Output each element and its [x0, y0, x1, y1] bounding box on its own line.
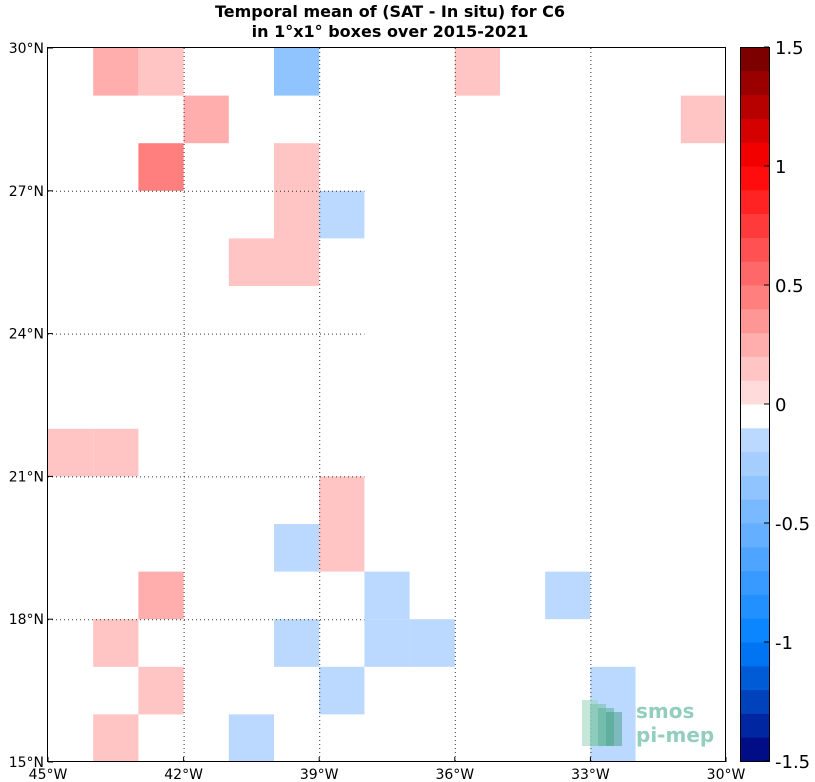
- heatmap-cell: [138, 666, 184, 715]
- heatmap-cell: [274, 524, 320, 572]
- colorbar-ticks: 1.5 1 0.5 0 -0.5 -1 -1.5: [764, 38, 810, 773]
- colorbar-tick-label: 1.5: [775, 38, 804, 59]
- y-tick-label: 24°N: [9, 327, 44, 343]
- colorbar-segment: [740, 451, 769, 476]
- colorbar: [740, 47, 770, 762]
- colorbar-segment: [740, 213, 769, 238]
- y-tick-label: 30°N: [9, 41, 44, 57]
- heatmap-cell: [138, 48, 184, 96]
- heatmap-cell: [228, 714, 274, 762]
- smos-pimep-logo: smos pi-mep: [582, 699, 714, 747]
- heatmap-cell: [545, 571, 591, 620]
- heatmap-cell: [319, 666, 365, 715]
- colorbar-segment: [740, 142, 769, 167]
- heatmap-cell: [228, 238, 274, 286]
- colorbar-segment: [740, 285, 769, 310]
- heatmap-cell: [274, 238, 320, 286]
- heatmap-cell: [138, 143, 184, 191]
- colorbar-segment: [740, 570, 769, 595]
- colorbar-tick-label: 0.5: [775, 276, 804, 297]
- heatmap-cell: [274, 48, 320, 96]
- colorbar-segment: [740, 404, 769, 429]
- colorbar-segment: [740, 189, 769, 215]
- y-tick-label: 21°N: [9, 469, 44, 485]
- colorbar-tick-label: -1.5: [775, 752, 810, 773]
- colorbar-tick-label: 1: [775, 157, 786, 178]
- heatmap-cell: [454, 48, 500, 96]
- grid-lines: [48, 48, 592, 762]
- colorbar-segment: [740, 642, 769, 667]
- y-axis-ticks: 30°N 27°N 24°N 21°N 18°N 15°N: [9, 41, 53, 771]
- x-tick-label: 45°W: [29, 767, 68, 782]
- logo-text-smos: smos: [636, 699, 694, 723]
- logo-text-pimep: pi-mep: [636, 723, 714, 747]
- colorbar-segment: [740, 546, 769, 572]
- y-tick-label: 18°N: [9, 612, 44, 628]
- heatmap-cell: [680, 95, 726, 144]
- colorbar-segment: [740, 737, 769, 762]
- x-tick-label: 33°W: [571, 767, 610, 782]
- x-tick-label: 36°W: [435, 767, 474, 782]
- colorbar-segment: [740, 94, 769, 119]
- heatmap-cell: [364, 571, 410, 620]
- x-axis-ticks: 45°W 42°W 39°W 36°W 33°W 30°W: [29, 757, 746, 782]
- colorbar-segment: [740, 499, 769, 524]
- x-tick-label: 39°W: [300, 767, 339, 782]
- plot-frame: [47, 47, 726, 762]
- heatmap-cell: [274, 619, 320, 667]
- heatmap-cell: [138, 571, 184, 620]
- heatmap-cell: [93, 619, 139, 667]
- colorbar-segment: [740, 47, 769, 72]
- colorbar-segment: [740, 118, 769, 143]
- heatmap-cell: [183, 95, 229, 144]
- heatmap-cell: [409, 619, 455, 667]
- heatmap-cell: [274, 190, 320, 239]
- colorbar-segment: [740, 308, 769, 334]
- colorbar-tick-label: 0: [775, 395, 786, 416]
- colorbar-tick-label: -1: [775, 633, 793, 654]
- y-tick-label: 27°N: [9, 184, 44, 200]
- colorbar-segment: [740, 594, 769, 619]
- colorbar-segment: [740, 332, 769, 357]
- colorbar-segment: [740, 166, 769, 191]
- colorbar-segment: [740, 689, 769, 714]
- heatmap-cell: [93, 48, 139, 96]
- colorbar-segment: [740, 261, 769, 286]
- colorbar-segment: [740, 356, 769, 381]
- colorbar-segment: [740, 70, 769, 96]
- chart-title-line2: in 1°x1° boxes over 2015-2021: [252, 22, 529, 41]
- heatmap-cell: [319, 190, 365, 239]
- colorbar-tick-label: -0.5: [775, 514, 810, 535]
- colorbar-segment: [740, 427, 769, 453]
- colorbar-segment: [740, 713, 769, 738]
- heatmap-cell: [48, 428, 94, 477]
- x-tick-label: 42°W: [164, 767, 203, 782]
- colorbar-segment: [740, 237, 769, 262]
- colorbar-segment: [740, 380, 769, 405]
- colorbar-segment: [740, 618, 769, 643]
- colorbar-segment: [740, 475, 769, 500]
- heatmap-cell: [319, 476, 365, 524]
- heatmap-cell: [319, 524, 365, 572]
- heatmap-cell: [274, 143, 320, 191]
- chart-title-line1: Temporal mean of (SAT - In situ) for C6: [215, 2, 565, 21]
- x-tick-label: 30°W: [707, 767, 746, 782]
- heatmap-cells: [48, 48, 726, 762]
- y-tick-label: 15°N: [9, 755, 44, 771]
- heatmap-cell: [93, 428, 139, 477]
- colorbar-segment: [740, 523, 769, 548]
- heatmap-cell: [364, 619, 410, 667]
- colorbar-segment: [740, 665, 769, 691]
- heatmap-cell: [93, 714, 139, 762]
- colorbar-frame: [740, 47, 770, 762]
